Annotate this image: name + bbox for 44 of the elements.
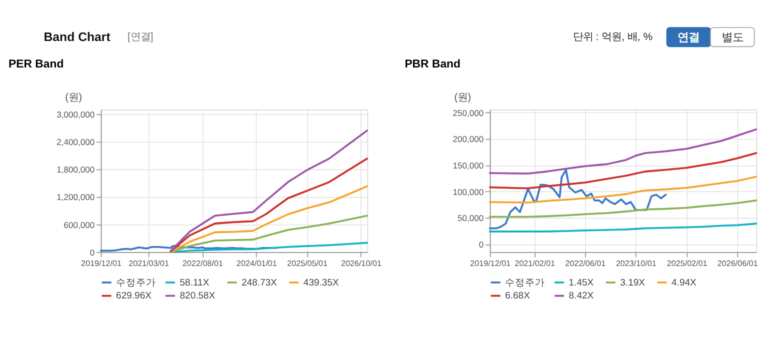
- text: 연결: [678, 32, 700, 44]
- line-series: [170, 214, 368, 253]
- y-tick-label: 2,400,000: [56, 136, 95, 147]
- text: 별도: [721, 32, 744, 44]
- line-series: [488, 152, 758, 190]
- legend-label: 4.94X: [672, 277, 698, 288]
- legend-label: 수정주가: [505, 277, 546, 288]
- y-tick-label: 100,000: [452, 186, 484, 197]
- text: 단위 : 억원, 배, %: [572, 32, 653, 43]
- chart-title: PER Band: [8, 58, 64, 71]
- line-series: [488, 222, 758, 232]
- legend-label: 58.11X: [180, 277, 210, 288]
- y-tick-label: 600,000: [64, 220, 95, 230]
- text: Band Chart: [44, 30, 110, 44]
- y-tick-label: 150,000: [452, 160, 484, 171]
- legend-label: 629.96X: [116, 290, 152, 302]
- y-tick-label: 250,000: [452, 108, 484, 118]
- y-tick-label: 200,000: [452, 134, 484, 144]
- legend-label: 3.19X: [620, 277, 646, 288]
- legend-label: 248.73X: [242, 277, 278, 288]
- y-tick-label: 1,800,000: [56, 164, 95, 175]
- legend-label: 439.35X: [303, 277, 340, 288]
- text: [연결]: [127, 32, 154, 43]
- y-tick-label: 3,000,000: [56, 109, 95, 120]
- legend-label: 수정주가: [116, 277, 156, 288]
- legend-label: 8.42X: [568, 290, 594, 302]
- line-series: [488, 200, 758, 218]
- y-tick-label: 0: [478, 239, 484, 250]
- legend-label: 6.68X: [505, 290, 531, 302]
- chart-title: PBR Band: [404, 58, 460, 71]
- y-tick-label: 1,200,000: [56, 192, 95, 202]
- y-axis-title: (원): [454, 92, 472, 104]
- line-series: [170, 130, 368, 252]
- line-series: [488, 128, 758, 175]
- y-tick-label: 50,000: [458, 213, 484, 224]
- line-series: [170, 185, 368, 253]
- line-series: [488, 168, 667, 230]
- legend-label: 1.45X: [568, 277, 594, 288]
- legend-label: 820.58X: [180, 290, 216, 302]
- y-tick-label: 0: [90, 247, 95, 258]
- y-axis-title: (원): [65, 92, 82, 104]
- line-series: [170, 242, 368, 253]
- line-series: [488, 176, 758, 204]
- line-series: [170, 158, 368, 253]
